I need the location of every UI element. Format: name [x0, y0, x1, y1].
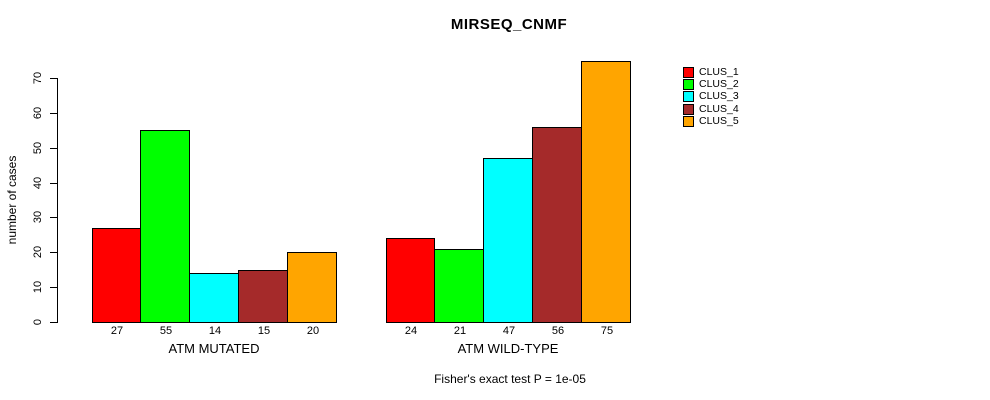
legend-label: CLUS_2 [699, 77, 739, 90]
x-group-label-atm-mutated: ATM MUTATED [168, 341, 260, 356]
y-axis-tick [50, 113, 57, 114]
y-axis-line [57, 78, 58, 323]
y-axis-label: number of cases [5, 155, 19, 245]
bar-value-label: 15 [257, 325, 271, 337]
bar-clus_5-group1 [581, 61, 631, 323]
y-axis-tick-label: 40 [32, 176, 44, 190]
legend-label: CLUS_1 [699, 65, 739, 78]
legend-item-clus_3: CLUS_3 [683, 91, 739, 103]
bar-clus_1-group0 [92, 228, 141, 323]
y-axis-tick-label: 20 [32, 245, 44, 259]
bar-value-label: 56 [551, 325, 565, 337]
y-axis-tick-label: 30 [32, 210, 44, 224]
y-axis-tick [50, 322, 57, 323]
chart-title: MIRSEQ_CNMF [450, 16, 568, 33]
y-axis-tick [50, 217, 57, 218]
bar-value-label: 75 [600, 325, 614, 337]
legend-item-clus_2: CLUS_2 [683, 78, 739, 90]
bar-value-label: 47 [502, 325, 516, 337]
bar-clus_3-group0 [189, 273, 239, 323]
bar-clus_5-group0 [287, 252, 337, 323]
x-group-label-atm-wild-type: ATM WILD-TYPE [457, 341, 559, 356]
y-axis-tick-label: 50 [32, 141, 44, 155]
bar-value-label: 21 [453, 325, 467, 337]
bar-clus_3-group1 [483, 158, 533, 323]
bar-value-label: 14 [208, 325, 222, 337]
legend-swatch-icon [683, 78, 694, 90]
legend-label: CLUS_5 [699, 114, 739, 127]
y-axis-tick [50, 252, 57, 253]
legend-swatch-icon [683, 66, 694, 78]
legend-swatch-icon [683, 91, 694, 103]
y-axis-tick-label: 0 [32, 318, 44, 326]
bar-value-label: 24 [404, 325, 418, 337]
legend-label: CLUS_3 [699, 90, 739, 103]
y-axis-tick [50, 183, 57, 184]
legend-swatch-icon [683, 115, 694, 127]
y-axis-tick [50, 78, 57, 79]
bar-clus_1-group1 [386, 238, 435, 323]
bar-value-label: 27 [110, 325, 124, 337]
caption-fishers-test: Fisher's exact test P = 1e-05 [434, 372, 586, 386]
bar-value-label: 20 [306, 325, 320, 337]
y-axis-tick-label: 10 [32, 280, 44, 294]
legend-item-clus_1: CLUS_1 [683, 66, 739, 78]
y-axis-tick-label: 60 [32, 106, 44, 120]
bar-clus_4-group0 [238, 270, 288, 323]
legend-swatch-icon [683, 103, 694, 115]
y-axis-tick [50, 148, 57, 149]
bar-clus_2-group1 [434, 249, 484, 323]
bar-clus_2-group0 [140, 130, 190, 323]
legend-item-clus_4: CLUS_4 [683, 103, 739, 115]
bar-value-label: 55 [159, 325, 173, 337]
legend-label: CLUS_4 [699, 102, 739, 115]
y-axis-tick [50, 287, 57, 288]
legend: CLUS_1 CLUS_2 CLUS_3 CLUS_4 CLUS_5 [683, 66, 739, 127]
bar-clus_4-group1 [532, 127, 582, 323]
legend-item-clus_5: CLUS_5 [683, 115, 739, 127]
y-axis-tick-label: 70 [32, 71, 44, 85]
